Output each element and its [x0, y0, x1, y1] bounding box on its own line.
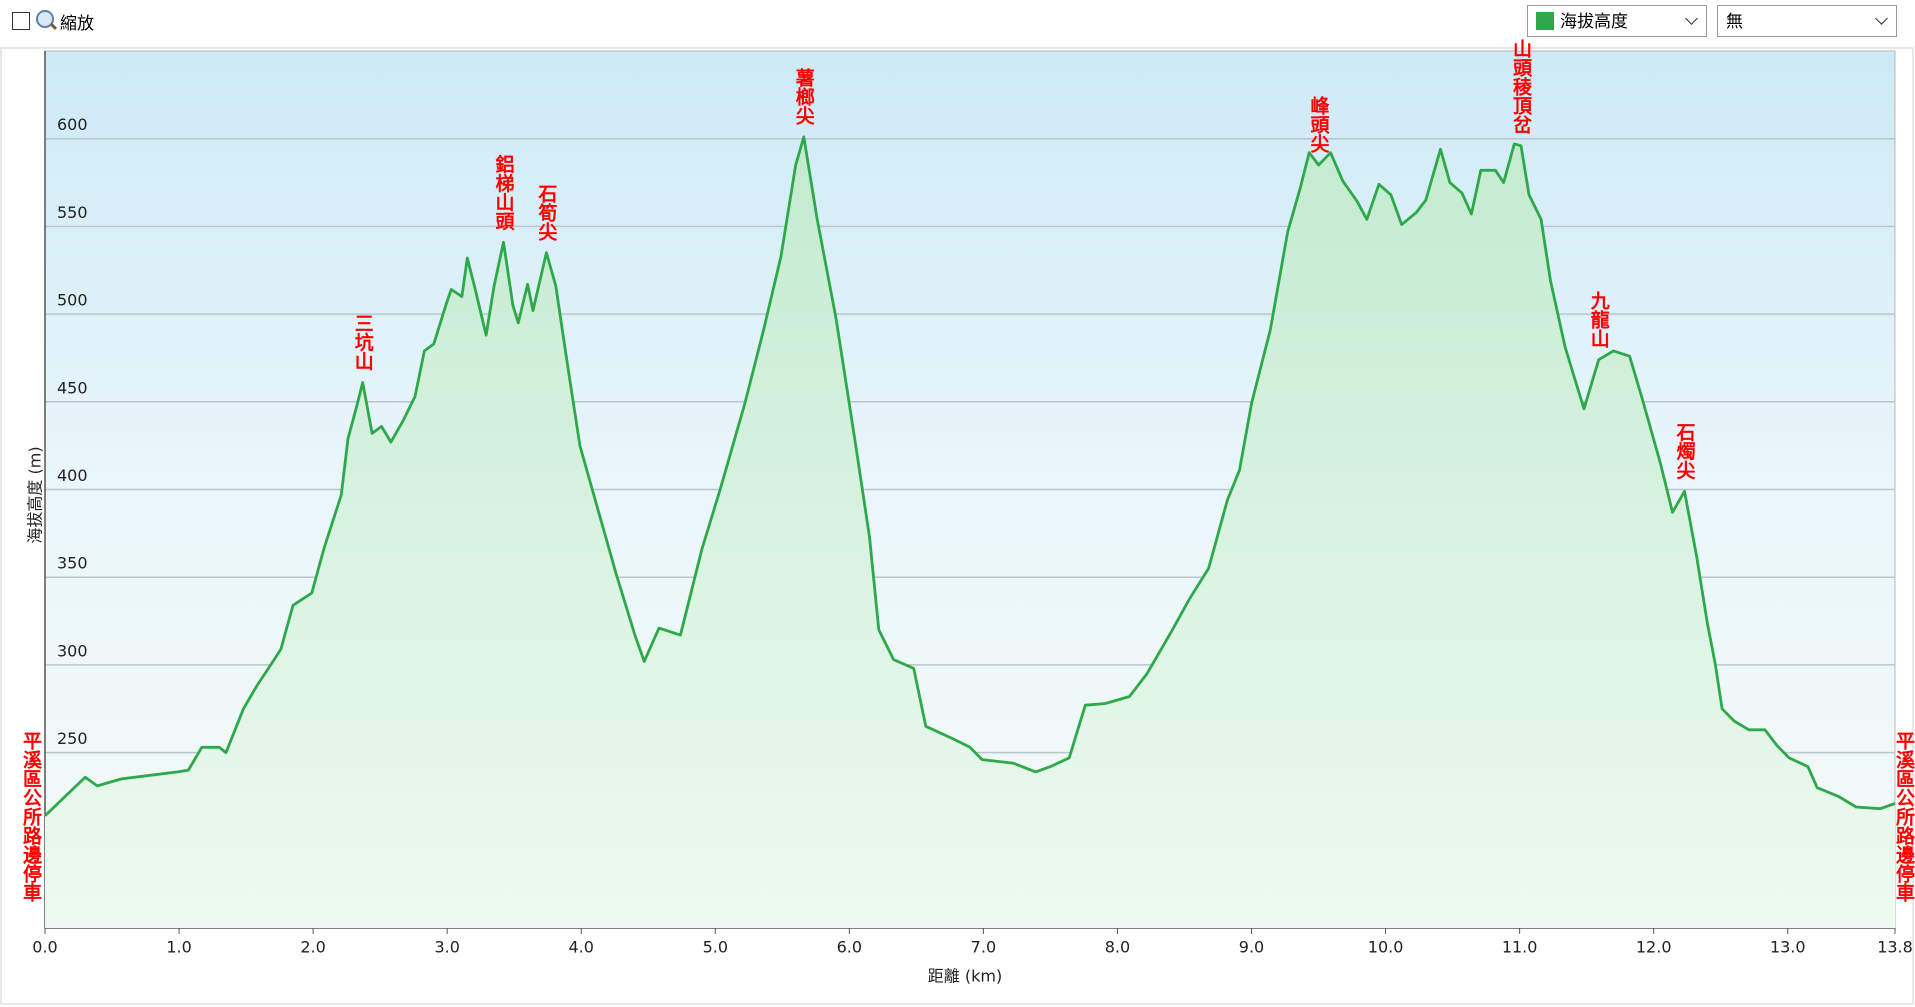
x-tick-label: 0.0 — [32, 938, 57, 957]
peak-label: 三坑山 — [352, 314, 374, 371]
secondary-option: 無 — [1726, 12, 1743, 32]
x-tick-label: 1.0 — [166, 938, 191, 957]
series-dropdown[interactable]: 海拔高度 — [1527, 5, 1707, 37]
y-axis-title: 海拔高度 (m) — [26, 446, 45, 543]
x-tick-label: 11.0 — [1502, 938, 1538, 957]
peak-label: 九龍山 — [1588, 290, 1611, 347]
peak-label: 平溪區公所路邊停車 — [20, 731, 42, 903]
y-tick-label: 400 — [57, 466, 88, 485]
toolbar: 縮放 海拔高度 無 — [0, 0, 1915, 44]
x-tick-label: 4.0 — [569, 938, 594, 957]
elevation-line — [44, 135, 1896, 817]
peak-label: 石筍尖 — [535, 184, 558, 242]
zoom-label: 縮放 — [60, 14, 94, 34]
peak-label: 鋁梯山頭 — [492, 153, 514, 231]
x-tick-label: 7.0 — [971, 938, 996, 957]
secondary-dropdown[interactable]: 無 — [1717, 5, 1897, 37]
y-tick-label: 250 — [57, 729, 88, 748]
peak-label: 平溪區公所路邊停車 — [1893, 731, 1915, 903]
x-tick-label: 5.0 — [703, 938, 728, 957]
area-fill — [45, 136, 1895, 928]
peak-label: 山頭稜頂岔 — [1510, 38, 1532, 134]
y-tick-label: 350 — [57, 554, 88, 573]
y-tick-label: 300 — [57, 641, 88, 660]
x-tick-label: 2.0 — [300, 938, 325, 957]
x-tick-label: 8.0 — [1105, 938, 1130, 957]
peak-label: 峰頭尖 — [1308, 95, 1330, 154]
x-tick-label: 13.8 — [1877, 938, 1913, 957]
series-name: 海拔高度 — [1560, 12, 1628, 32]
x-tick-label: 9.0 — [1239, 938, 1264, 957]
y-tick-label: 450 — [57, 378, 88, 397]
x-tick-label: 3.0 — [434, 938, 459, 957]
zoom-icon — [36, 10, 54, 28]
x-tick-label: 13.0 — [1770, 938, 1806, 957]
zoom-checkbox[interactable] — [12, 12, 30, 30]
x-axis-title: 距離 (km) — [928, 967, 1002, 986]
x-tick-label: 6.0 — [837, 938, 862, 957]
y-tick-label: 550 — [57, 203, 88, 222]
series-swatch — [1536, 12, 1554, 30]
x-tick-label: 10.0 — [1368, 938, 1404, 957]
panel-border — [0, 47, 1914, 1005]
y-tick-label: 600 — [57, 115, 88, 134]
y-tick-label: 500 — [57, 291, 88, 310]
peak-label: 石燭尖 — [1674, 422, 1697, 480]
peak-label: 薯榔尖 — [793, 68, 816, 126]
x-tick-label: 12.0 — [1636, 938, 1672, 957]
